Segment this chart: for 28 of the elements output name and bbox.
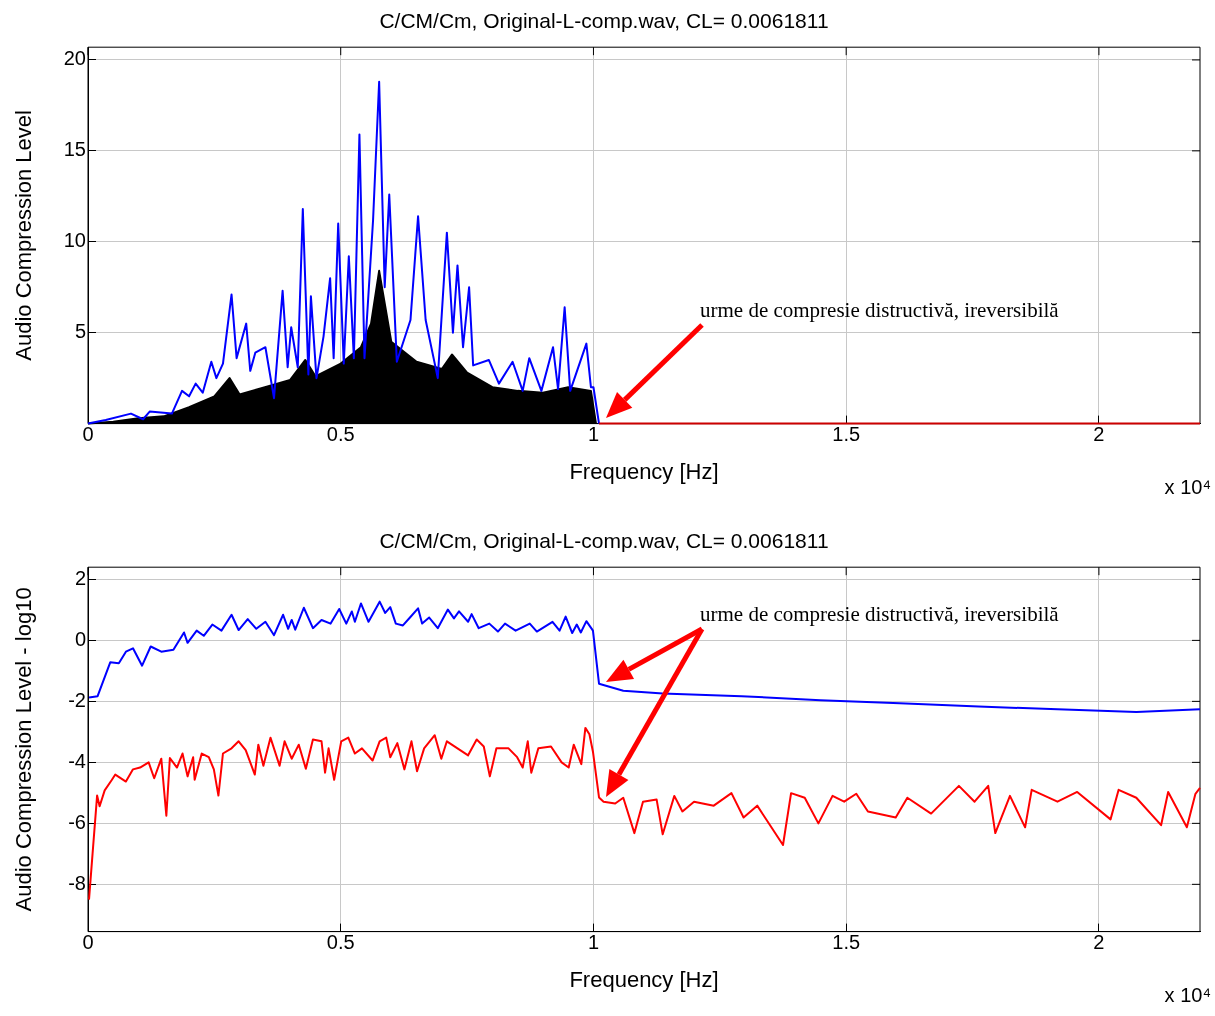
y-tick-label: 0: [74, 627, 86, 650]
y-axis-title: Audio Compression Level: [11, 110, 37, 361]
y-tick-label: -2: [68, 688, 86, 711]
y-tick-label: 5: [74, 320, 86, 343]
x-tick-label: 1.5: [832, 931, 861, 954]
y-tick-label: 15: [63, 138, 86, 161]
x-tick-label: 2: [1093, 931, 1105, 954]
y-tick-label: 20: [63, 47, 86, 70]
x-axis-title: Frequency [Hz]: [569, 966, 719, 992]
y-tick-label: 10: [63, 229, 86, 252]
x-tick-label: 1.5: [832, 423, 861, 446]
y-tick-label: -6: [68, 810, 86, 833]
y-tick-label: 2: [74, 566, 86, 589]
x-tick-label: 1: [587, 423, 600, 446]
x-tick-label: 0.5: [326, 423, 355, 446]
x-tick-label: 0.5: [326, 931, 355, 954]
y-tick-label: -4: [68, 749, 86, 772]
x-tick-label: 2: [1093, 423, 1105, 446]
text: x 10⁴: [1164, 983, 1211, 1006]
text: x 10⁴: [1164, 475, 1211, 498]
y-axis-title: Audio Compression Level - log10: [11, 587, 37, 912]
chart-title: C/CM/Cm, Original-L-comp.wav, CL= 0.0061811: [379, 529, 829, 553]
chart-title: C/CM/Cm, Original-L-comp.wav, CL= 0.0061811: [379, 9, 829, 33]
annotation: urme de compresie distructivă, ireversibilă: [700, 601, 1060, 626]
x-tick-label: 1: [587, 931, 600, 954]
y-tick-label: -8: [68, 871, 86, 894]
x-axis-title: Frequency [Hz]: [569, 458, 719, 484]
annotation: urme de compresie distructivă, ireversibilă: [700, 297, 1060, 322]
